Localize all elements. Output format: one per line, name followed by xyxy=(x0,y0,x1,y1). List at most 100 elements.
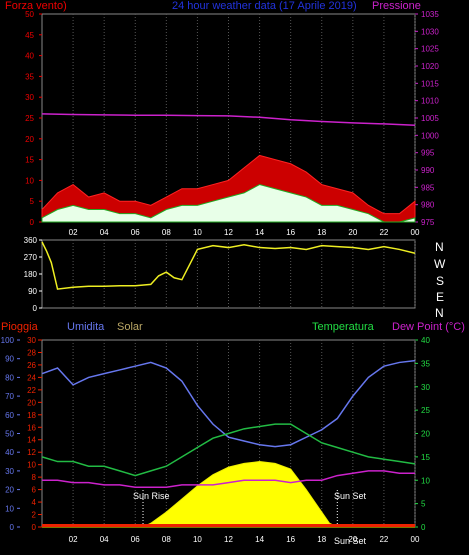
wind-tick-label: 50 xyxy=(25,10,34,19)
wind-tick-label: 30 xyxy=(25,93,34,102)
wind-tick-label: 15 xyxy=(25,156,34,165)
pressure-tick-label: 1000 xyxy=(421,131,439,140)
humidity-tick-label: 50 xyxy=(5,430,14,439)
env-x-label: 20 xyxy=(348,535,357,544)
wind-x-label: 10 xyxy=(193,228,202,237)
dir-letter-s: S xyxy=(436,274,445,288)
direction-tick-label: 90 xyxy=(28,287,37,296)
rain-tick-label: 8 xyxy=(32,473,37,482)
humidity-tick-label: 60 xyxy=(5,411,14,420)
wind-tick-label: 10 xyxy=(25,176,34,185)
humidity-tick-label: 100 xyxy=(1,336,15,345)
humidity-tick-label: 80 xyxy=(5,373,14,382)
rain-tick-label: 30 xyxy=(27,336,36,345)
wind-x-label: 02 xyxy=(69,228,78,237)
wind-x-label: 18 xyxy=(317,228,326,237)
chart-title: 24 hour weather data (17 Aprile 2019) xyxy=(172,0,357,12)
temp-tick-label: 40 xyxy=(421,336,430,345)
wind-x-label: 08 xyxy=(162,228,171,237)
pressure-tick-label: 985 xyxy=(421,183,435,192)
wind-x-label: 20 xyxy=(348,228,357,237)
humidity-tick-label: 20 xyxy=(5,486,14,495)
wind-x-label: 14 xyxy=(255,228,264,237)
rain-tick-label: 6 xyxy=(32,486,37,495)
wind-tick-label: 0 xyxy=(30,218,35,227)
rain-tick-label: 10 xyxy=(27,461,36,470)
wind-tick-label: 35 xyxy=(25,72,34,81)
wind-x-label: 12 xyxy=(224,228,233,237)
temp-tick-label: 5 xyxy=(421,500,426,509)
rain-tick-label: 4 xyxy=(32,498,37,507)
wind-tick-label: 5 xyxy=(30,197,35,206)
legend-dew: Dew Point (°C) xyxy=(392,321,465,333)
env-x-label: 14 xyxy=(255,535,264,544)
dir-letter-n1: N xyxy=(435,240,444,254)
dir-letter-w: W xyxy=(434,257,446,271)
wind-avg-area xyxy=(41,184,416,223)
env-x-label: 18 xyxy=(317,535,326,544)
solar-area xyxy=(42,461,415,528)
env-x-label: 10 xyxy=(193,535,202,544)
env-x-label: 12 xyxy=(224,535,233,544)
wind-tick-label: 20 xyxy=(25,135,34,144)
humidity-tick-label: 0 xyxy=(10,523,15,532)
legend-pioggia: Pioggia xyxy=(1,321,38,333)
env-x-label: 04 xyxy=(100,535,109,544)
rain-tick-label: 24 xyxy=(27,373,36,382)
direction-tick-label: 180 xyxy=(24,270,38,279)
temp-tick-label: 35 xyxy=(421,359,430,368)
rain-tick-label: 0 xyxy=(32,523,37,532)
rain-tick-label: 18 xyxy=(27,411,36,420)
pressure-tick-label: 1020 xyxy=(421,62,439,71)
pressure-tick-label: 995 xyxy=(421,149,435,158)
wind-x-label: 16 xyxy=(286,228,295,237)
pressure-tick-label: 980 xyxy=(421,201,435,210)
rain-bar xyxy=(42,524,415,527)
wind-axis-label: Forza vento) xyxy=(5,0,67,12)
pressure-line xyxy=(41,113,416,127)
env-x-label: 00 xyxy=(411,535,420,544)
rain-tick-label: 16 xyxy=(27,423,36,432)
rain-tick-label: 20 xyxy=(27,398,36,407)
pressure-tick-label: 1035 xyxy=(421,10,439,19)
env-x-label: 02 xyxy=(69,535,78,544)
rain-tick-label: 28 xyxy=(27,348,36,357)
rain-tick-label: 22 xyxy=(27,386,36,395)
wind-tick-label: 40 xyxy=(25,52,34,61)
pressure-tick-label: 975 xyxy=(421,218,435,227)
wind-tick-label: 45 xyxy=(25,31,34,40)
humidity-tick-label: 30 xyxy=(5,467,14,476)
env-x-label: 22 xyxy=(379,535,388,544)
humidity-tick-label: 90 xyxy=(5,355,14,364)
rain-tick-label: 2 xyxy=(32,511,37,520)
temp-tick-label: 20 xyxy=(421,430,430,439)
temp-tick-label: 10 xyxy=(421,476,430,485)
humidity-tick-label: 40 xyxy=(5,448,14,457)
legend-umidita: Umidita xyxy=(67,321,105,333)
sun-rise-label: Sun Rise xyxy=(133,491,170,501)
temp-tick-label: 15 xyxy=(421,453,430,462)
legend-temperatura: Temperatura xyxy=(312,321,374,333)
wind-x-label: 00 xyxy=(411,228,420,237)
wind-x-label: 06 xyxy=(131,228,140,237)
pressure-tick-label: 1030 xyxy=(421,27,439,36)
sun-set-label: Sun Set xyxy=(334,491,367,501)
direction-line xyxy=(41,241,416,290)
rain-tick-label: 12 xyxy=(27,448,36,457)
temp-tick-label: 30 xyxy=(421,383,430,392)
dir-letter-n2: N xyxy=(435,306,444,320)
temp-tick-label: 25 xyxy=(421,406,430,415)
dir-letter-e: E xyxy=(436,290,445,304)
wind-tick-label: 25 xyxy=(25,114,34,123)
rain-tick-label: 14 xyxy=(27,436,36,445)
rain-tick-label: 26 xyxy=(27,361,36,370)
legend-solar: Solar xyxy=(117,321,143,333)
series-umidita-line xyxy=(41,359,416,448)
direction-tick-label: 360 xyxy=(24,236,38,245)
temp-tick-label: 0 xyxy=(421,523,426,532)
humidity-tick-label: 10 xyxy=(5,504,14,513)
pressure-tick-label: 1025 xyxy=(421,45,439,54)
pressure-tick-label: 1015 xyxy=(421,79,439,88)
sun-set-label-2: Sun Set xyxy=(334,536,367,546)
